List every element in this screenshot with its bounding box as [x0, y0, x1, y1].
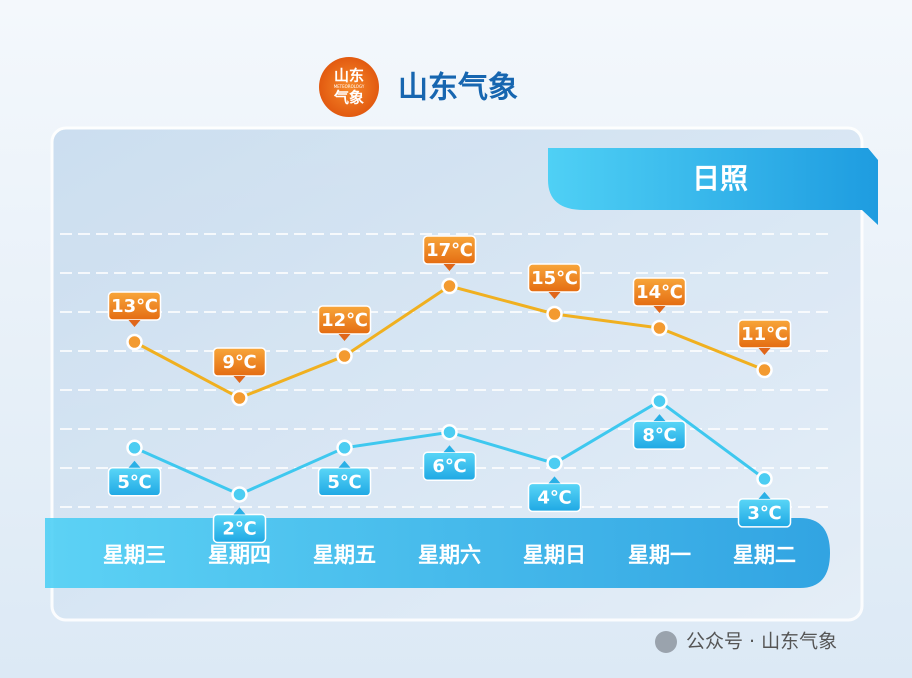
value-label: 9℃ [222, 352, 256, 373]
logo-text: 山东 [334, 67, 364, 85]
x-tick-label: 星期四 [208, 543, 271, 567]
value-label: 15℃ [531, 268, 578, 289]
grid [60, 233, 830, 508]
value-label: 6℃ [432, 456, 466, 477]
city-tab [548, 148, 878, 225]
label-pointer [443, 445, 456, 453]
point [231, 486, 248, 503]
point [756, 470, 773, 488]
x-tick-label: 星期六 [418, 543, 481, 567]
point [651, 319, 668, 337]
value-label: 4℃ [537, 487, 571, 508]
point [126, 333, 143, 351]
value-label: 13℃ [111, 296, 158, 317]
label-pointer [233, 376, 246, 383]
value-label: 2℃ [222, 518, 256, 539]
label-pointer [758, 491, 771, 499]
value-label: 8℃ [642, 425, 676, 446]
page-title: 山东气象 [398, 71, 518, 106]
value-label: 14℃ [636, 282, 683, 303]
value-label: 3℃ [747, 503, 781, 524]
point [441, 423, 458, 441]
watermark: 公众号 · 山东气象 [686, 631, 837, 653]
label-pointer [548, 476, 561, 484]
logo-text: 气象 [333, 89, 364, 107]
value-label: 11℃ [741, 324, 788, 345]
city-name: 日照 [692, 162, 748, 195]
label-pointer [233, 507, 246, 515]
plot: 星期三 星期四 星期五 星期六 星期日 星期一 星期二 13℃ 9℃ 12℃ 17℃ 15℃ 14℃ 11… [103, 235, 796, 567]
label-pointer [338, 334, 351, 341]
label-pointer [548, 292, 561, 299]
label-pointer [128, 320, 141, 327]
x-tick-label: 星期三 [103, 543, 166, 567]
point [441, 277, 458, 295]
point [546, 305, 563, 323]
panel [50, 126, 864, 622]
label-pointer [338, 460, 351, 468]
label-pointer [128, 460, 141, 468]
label-pointer [653, 414, 666, 422]
logo [319, 57, 379, 117]
wechat-icon [655, 631, 677, 653]
value-label: 5℃ [327, 472, 361, 493]
label-pointer [443, 264, 456, 271]
point [231, 389, 248, 407]
point [546, 455, 563, 472]
point [126, 439, 143, 457]
value-label: 12℃ [321, 310, 368, 331]
label-pointer [653, 306, 666, 313]
label-pointer [758, 348, 771, 355]
value-label: 5℃ [117, 472, 151, 493]
point [756, 361, 773, 379]
logo-small: METEOROLOGY [334, 84, 365, 89]
x-tick-label: 星期日 [523, 543, 586, 567]
point [336, 439, 353, 457]
point [336, 347, 353, 365]
point [651, 392, 668, 410]
x-tick-label: 星期二 [733, 543, 796, 567]
x-tick-label: 星期一 [628, 543, 691, 567]
x-tick-label: 星期五 [313, 543, 376, 567]
value-label: 17℃ [426, 240, 473, 261]
